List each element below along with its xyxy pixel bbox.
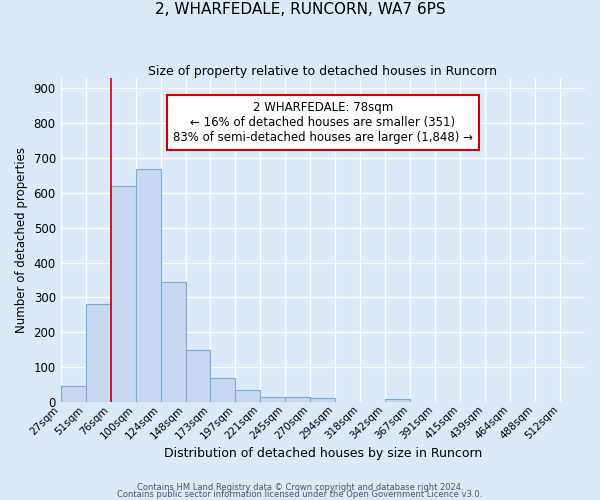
Bar xyxy=(211,378,235,402)
Title: Size of property relative to detached houses in Runcorn: Size of property relative to detached ho… xyxy=(148,65,497,78)
X-axis label: Distribution of detached houses by size in Runcorn: Distribution of detached houses by size … xyxy=(164,447,482,460)
Bar xyxy=(385,398,410,402)
Text: 2, WHARFEDALE, RUNCORN, WA7 6PS: 2, WHARFEDALE, RUNCORN, WA7 6PS xyxy=(155,2,445,18)
Bar xyxy=(185,350,211,402)
Bar xyxy=(260,396,286,402)
Y-axis label: Number of detached properties: Number of detached properties xyxy=(15,147,28,333)
Text: Contains public sector information licensed under the Open Government Licence v3: Contains public sector information licen… xyxy=(118,490,482,499)
Bar xyxy=(310,398,335,402)
Bar xyxy=(136,168,161,402)
Text: Contains HM Land Registry data © Crown copyright and database right 2024.: Contains HM Land Registry data © Crown c… xyxy=(137,484,463,492)
Bar xyxy=(61,386,86,402)
Bar xyxy=(161,282,185,402)
Bar xyxy=(110,186,136,402)
Bar xyxy=(235,390,260,402)
Text: 2 WHARFEDALE: 78sqm
← 16% of detached houses are smaller (351)
83% of semi-detac: 2 WHARFEDALE: 78sqm ← 16% of detached ho… xyxy=(173,100,473,144)
Bar xyxy=(286,398,310,402)
Bar xyxy=(86,304,110,402)
